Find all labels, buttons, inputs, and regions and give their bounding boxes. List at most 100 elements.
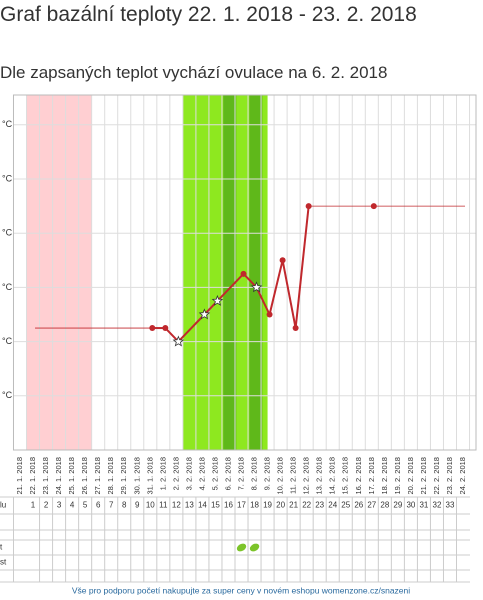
day-number: 15 xyxy=(211,501,220,510)
x-tick-label: 13. 2. 2018 xyxy=(315,457,324,495)
row-label: t xyxy=(0,543,3,552)
x-tick-label: 16. 2. 2018 xyxy=(354,457,363,495)
day-number: 7 xyxy=(109,501,114,510)
x-tick-label: 10. 2. 2018 xyxy=(276,457,285,495)
day-number: 14 xyxy=(198,501,207,510)
data-point xyxy=(292,325,299,332)
day-number: 16 xyxy=(224,501,233,510)
x-tick-label: 3. 2. 2018 xyxy=(184,457,193,490)
x-tick-label: 2. 2. 2018 xyxy=(171,457,180,490)
day-number: 6 xyxy=(96,501,101,510)
row-label: st xyxy=(0,558,7,567)
day-number: 19 xyxy=(263,501,272,510)
y-tick-label: °C xyxy=(2,282,13,292)
x-tick-label: 7. 2. 2018 xyxy=(236,457,245,490)
line-segment xyxy=(294,206,310,329)
chart-subtitle: Dle zapsaných teplot vychází ovulace na … xyxy=(0,63,388,82)
line-segment xyxy=(164,327,180,343)
x-tick-label: 5. 2. 2018 xyxy=(210,457,219,490)
day-number: 13 xyxy=(185,501,194,510)
x-tick-label: 17. 2. 2018 xyxy=(367,457,376,495)
star-point xyxy=(198,308,211,320)
x-tick-label: 12. 2. 2018 xyxy=(302,457,311,495)
fertile-band-dark xyxy=(249,95,263,450)
data-point xyxy=(266,311,273,318)
x-tick-label: 24. 1. 2018 xyxy=(54,457,63,495)
x-tick-label: 15. 2. 2018 xyxy=(341,457,350,495)
x-tick-label: 11. 2. 2018 xyxy=(289,457,298,494)
x-tick-label: 14. 2. 2018 xyxy=(328,457,337,495)
day-number: 22 xyxy=(302,501,311,510)
day-number: 20 xyxy=(276,501,285,510)
data-point xyxy=(240,270,247,277)
x-tick-label: 8. 2. 2018 xyxy=(250,457,259,490)
x-tick-label: 4. 2. 2018 xyxy=(197,457,206,490)
day-number: 8 xyxy=(122,501,127,510)
x-tick-label: 25. 1. 2018 xyxy=(67,457,76,495)
line-segment xyxy=(281,260,297,329)
x-tick-label: 28. 1. 2018 xyxy=(106,457,115,495)
x-tick-label: 29. 1. 2018 xyxy=(119,457,128,495)
x-tick-label: 21. 1. 2018 xyxy=(15,457,24,495)
x-tick-label: 21. 2. 2018 xyxy=(419,457,428,495)
x-tick-label: 26. 1. 2018 xyxy=(80,457,89,495)
day-number: 25 xyxy=(341,501,350,510)
x-tick-label: 30. 1. 2018 xyxy=(132,457,141,495)
x-tick-label: 23. 2. 2018 xyxy=(445,457,454,495)
day-number: 27 xyxy=(367,501,376,510)
fertile-band-dark xyxy=(223,95,237,450)
data-point xyxy=(279,257,286,264)
day-number: 12 xyxy=(172,501,181,510)
day-number: 32 xyxy=(433,501,442,510)
x-tick-label: 6. 2. 2018 xyxy=(223,457,232,490)
x-tick-label: 19. 2. 2018 xyxy=(393,457,402,495)
star-point xyxy=(211,294,224,306)
line-segment xyxy=(177,313,206,343)
day-number: 5 xyxy=(83,501,88,510)
leaf-icon xyxy=(249,543,260,552)
day-number: 10 xyxy=(146,501,155,510)
day-number: 29 xyxy=(393,501,402,510)
day-number: 33 xyxy=(446,501,455,510)
star-point xyxy=(250,281,263,293)
leaf-icon xyxy=(236,543,247,552)
day-number: 30 xyxy=(406,501,415,510)
x-tick-label: 31. 1. 2018 xyxy=(145,457,154,495)
day-number: 21 xyxy=(289,501,298,510)
x-tick-label: 9. 2. 2018 xyxy=(263,457,272,490)
x-tick-label: 18. 2. 2018 xyxy=(380,457,389,495)
row-label: lu xyxy=(0,501,6,510)
plot-frame xyxy=(12,94,477,451)
day-number: 28 xyxy=(380,501,389,510)
data-point xyxy=(162,325,169,332)
day-number: 3 xyxy=(57,501,62,510)
y-tick-label: °C xyxy=(2,228,13,238)
x-tick-label: 24. 2. 2018 xyxy=(458,457,467,495)
day-number: 9 xyxy=(135,501,140,510)
line-segment xyxy=(268,260,284,315)
line-segment xyxy=(255,286,271,315)
data-point xyxy=(370,203,377,210)
line-segment xyxy=(242,273,258,289)
day-number: 1 xyxy=(31,501,36,510)
x-tick-label: 23. 1. 2018 xyxy=(41,457,50,495)
day-number: 4 xyxy=(70,501,75,510)
day-number: 17 xyxy=(237,501,246,510)
x-tick-label: 20. 2. 2018 xyxy=(406,457,415,495)
footer-note: Vše pro podporu početí nakupujte za supe… xyxy=(72,585,410,595)
data-point xyxy=(149,325,156,332)
x-tick-label: 27. 1. 2018 xyxy=(93,457,102,495)
x-tick-label: 22. 1. 2018 xyxy=(28,457,37,495)
data-point xyxy=(305,203,312,210)
day-number: 18 xyxy=(250,501,259,510)
line-segment xyxy=(216,273,245,302)
day-number: 31 xyxy=(419,501,428,510)
day-number: 26 xyxy=(354,501,363,510)
star-point xyxy=(172,335,185,347)
y-tick-label: °C xyxy=(2,119,13,129)
y-tick-label: °C xyxy=(2,336,13,346)
day-number: 11 xyxy=(159,501,168,510)
day-number: 2 xyxy=(44,501,49,510)
